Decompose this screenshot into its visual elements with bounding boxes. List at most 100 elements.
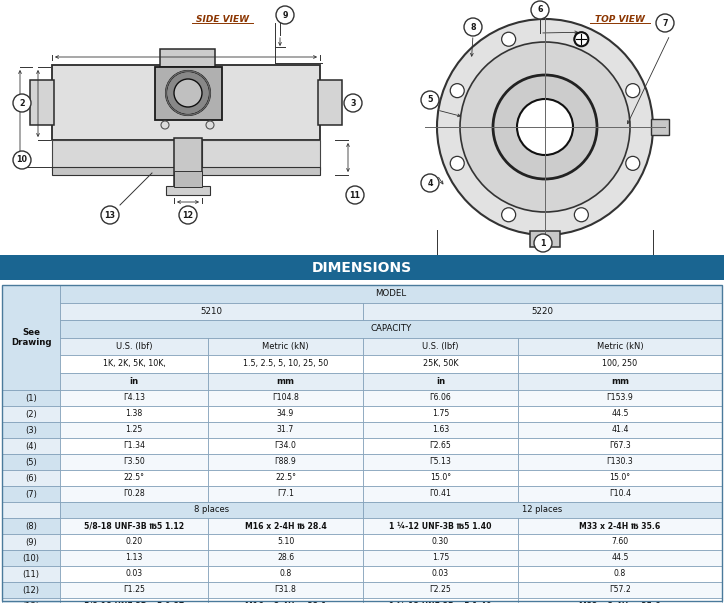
Polygon shape <box>202 140 320 170</box>
Text: Г67.3: Г67.3 <box>609 441 631 450</box>
Circle shape <box>656 14 674 32</box>
Bar <box>518 566 722 582</box>
Text: Г0.41: Г0.41 <box>429 490 452 499</box>
Text: 1.75: 1.75 <box>432 409 449 418</box>
Circle shape <box>493 75 597 179</box>
Bar <box>2 566 60 582</box>
Bar <box>363 390 518 406</box>
Text: 15.0°: 15.0° <box>430 473 451 482</box>
Text: M16 x 2-4H ℔ 22.1: M16 x 2-4H ℔ 22.1 <box>245 602 327 603</box>
Text: 5/8-18 UNF-3B ℔5 1.12: 5/8-18 UNF-3B ℔5 1.12 <box>84 522 184 531</box>
Text: 41.4: 41.4 <box>611 426 628 435</box>
Text: Г130.3: Г130.3 <box>607 458 634 467</box>
Text: 7: 7 <box>662 19 668 28</box>
Bar <box>208 406 363 422</box>
Text: Г2.65: Г2.65 <box>429 441 451 450</box>
Bar <box>2 550 60 566</box>
Bar <box>363 550 518 566</box>
Bar <box>60 285 722 303</box>
Circle shape <box>574 208 589 222</box>
Text: U.S. (lbf): U.S. (lbf) <box>116 342 152 351</box>
Text: 3: 3 <box>350 98 355 107</box>
Text: 5/8-18 UNF-3B ℔5 0.87: 5/8-18 UNF-3B ℔5 0.87 <box>84 602 184 603</box>
Text: (10): (10) <box>22 554 40 563</box>
Bar <box>2 582 60 598</box>
Bar <box>530 231 560 247</box>
Circle shape <box>13 151 31 169</box>
Bar <box>208 422 363 438</box>
Text: 0.8: 0.8 <box>614 569 626 578</box>
Bar <box>518 454 722 470</box>
Bar <box>518 582 722 598</box>
Bar <box>2 486 60 502</box>
Bar <box>518 550 722 566</box>
Bar <box>363 486 518 502</box>
Circle shape <box>450 84 464 98</box>
Bar <box>208 598 363 603</box>
Text: TOP VIEW: TOP VIEW <box>595 15 645 24</box>
Bar <box>208 582 363 598</box>
Bar <box>363 534 518 550</box>
Bar <box>518 373 722 390</box>
Bar <box>60 550 208 566</box>
Text: (12): (12) <box>22 586 40 595</box>
Text: Г2.25: Г2.25 <box>429 586 451 595</box>
Bar <box>208 373 363 390</box>
Circle shape <box>206 121 214 129</box>
Bar <box>60 355 208 373</box>
Text: (13): (13) <box>22 602 40 603</box>
Text: 5210: 5210 <box>201 307 222 316</box>
Bar <box>60 518 208 534</box>
Bar <box>60 470 208 486</box>
Text: (3): (3) <box>25 426 37 435</box>
Text: Г5.13: Г5.13 <box>429 458 452 467</box>
Text: 9: 9 <box>282 10 287 19</box>
Text: 5.10: 5.10 <box>277 537 294 546</box>
Circle shape <box>502 208 515 222</box>
Bar <box>363 470 518 486</box>
Text: (1): (1) <box>25 394 37 402</box>
Text: 1K, 2K, 5K, 10K,: 1K, 2K, 5K, 10K, <box>103 359 165 368</box>
Text: Г153.9: Г153.9 <box>607 394 634 402</box>
Text: 1.38: 1.38 <box>125 409 143 418</box>
Bar <box>60 438 208 454</box>
Text: 1.75: 1.75 <box>432 554 449 563</box>
Text: (5): (5) <box>25 458 37 467</box>
Bar <box>363 303 722 320</box>
Text: 44.5: 44.5 <box>611 554 628 563</box>
Text: (4): (4) <box>25 441 37 450</box>
Text: 1 ¼-12 UNF-3B ℔5 1.40: 1 ¼-12 UNF-3B ℔5 1.40 <box>390 602 492 603</box>
Bar <box>208 454 363 470</box>
Text: Г4.13: Г4.13 <box>123 394 145 402</box>
Bar <box>2 422 60 438</box>
Text: Г88.9: Г88.9 <box>274 458 296 467</box>
Bar <box>60 486 208 502</box>
Bar <box>2 454 60 470</box>
Text: 8: 8 <box>470 22 476 31</box>
Text: 15.0°: 15.0° <box>610 473 631 482</box>
Text: 1.13: 1.13 <box>125 554 143 563</box>
Bar <box>208 470 363 486</box>
Bar <box>0 255 724 280</box>
Circle shape <box>574 32 589 46</box>
Text: 0.20: 0.20 <box>125 537 143 546</box>
Text: 28.6: 28.6 <box>277 554 294 563</box>
Text: Г10.4: Г10.4 <box>609 490 631 499</box>
Bar <box>518 438 722 454</box>
Text: Г104.8: Г104.8 <box>272 394 299 402</box>
Text: Г3.50: Г3.50 <box>123 458 145 467</box>
Text: CAPACITY: CAPACITY <box>371 324 412 333</box>
Circle shape <box>101 206 119 224</box>
Bar <box>2 390 60 406</box>
Text: M16 x 2-4H ℔ 28.4: M16 x 2-4H ℔ 28.4 <box>245 522 327 531</box>
Bar <box>160 49 215 67</box>
Circle shape <box>626 156 640 171</box>
Circle shape <box>161 121 169 129</box>
Circle shape <box>166 71 210 115</box>
Bar <box>2 438 60 454</box>
Text: (6): (6) <box>25 473 37 482</box>
Bar <box>363 454 518 470</box>
Bar <box>363 598 518 603</box>
Bar <box>60 566 208 582</box>
Bar <box>60 303 363 320</box>
